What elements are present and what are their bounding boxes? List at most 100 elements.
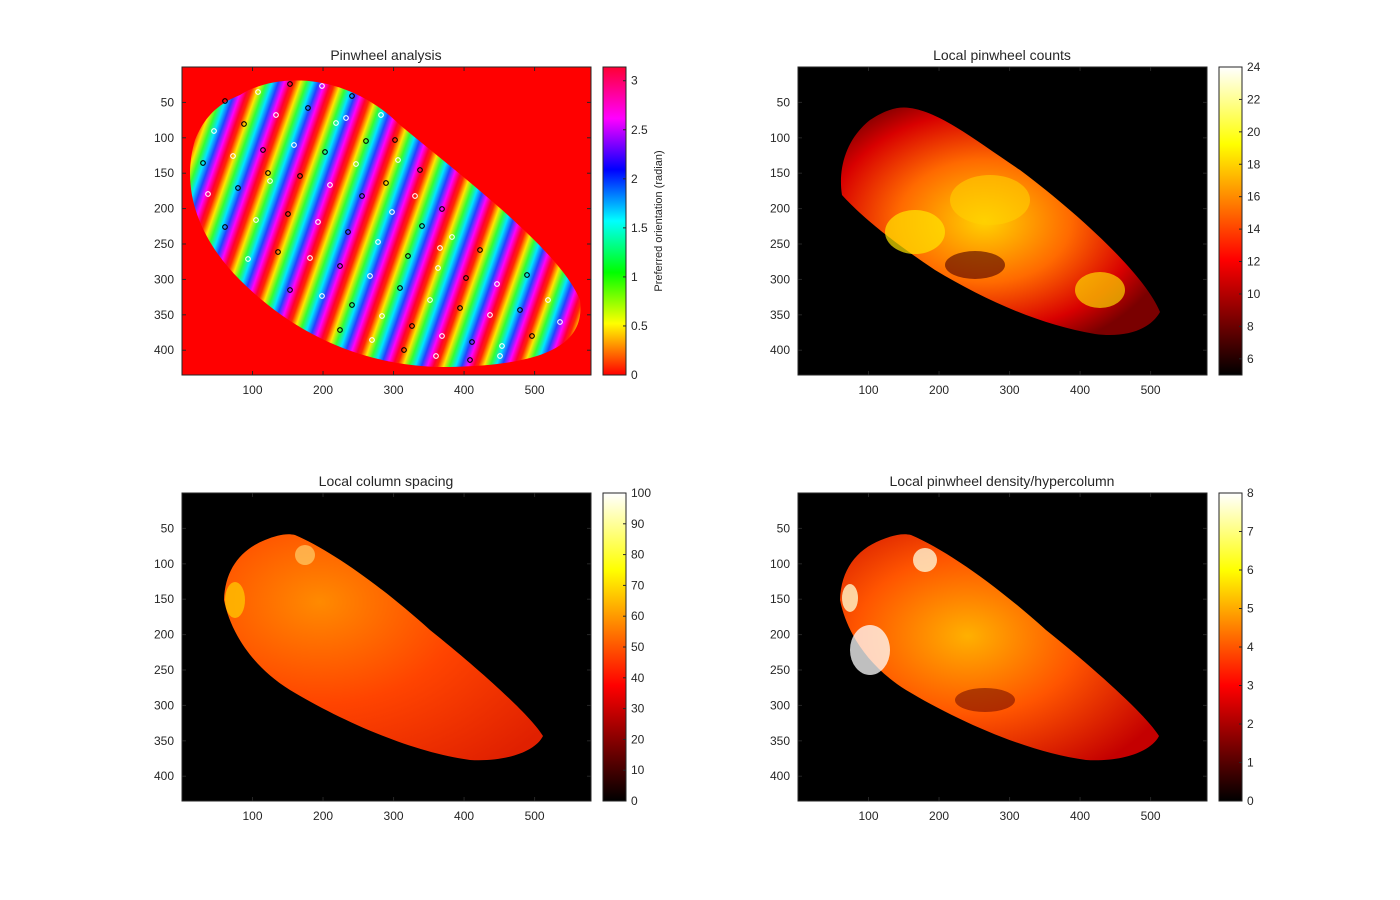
pinwheel-center-marker	[405, 253, 411, 259]
pinwheel-center-marker	[369, 337, 375, 343]
colorbar-tick-label: 0.5	[631, 319, 648, 333]
y-tick-label: 150	[154, 592, 174, 606]
colorbar-tick-label: 16	[1247, 190, 1261, 204]
colorbar-tick-label: 1	[631, 270, 638, 284]
x-tick-label: 300	[384, 383, 404, 397]
y-tick-label: 400	[770, 769, 790, 783]
colorbar-tick-label: 20	[631, 732, 645, 746]
pinwheel-center-marker	[275, 249, 281, 255]
pinwheel-center-marker	[467, 357, 473, 363]
chart-title: Pinwheel analysis	[330, 47, 441, 63]
y-tick-label: 200	[154, 202, 174, 216]
pinwheel-center-marker	[517, 307, 523, 313]
colorbar-tick-label: 8	[1247, 486, 1254, 500]
local-column-spacing-panel: Local column spacing 100 200 300 400 5005010…	[154, 473, 651, 823]
pinwheel-analysis-panel: Pinwheel analysis 100 200 300 400 500 50 100 15…	[154, 47, 665, 397]
colorbar-tick-label: 4	[1247, 640, 1254, 654]
colorbar-tick-label: 1.5	[631, 221, 648, 235]
y-tick-label: 350	[154, 308, 174, 322]
y-tick-label: 100	[154, 557, 174, 571]
pinwheel-center-marker	[285, 211, 291, 217]
y-tick-label: 400	[154, 769, 174, 783]
y-tick-label: 50	[161, 95, 175, 109]
x-tick-label: 500	[525, 809, 545, 823]
pinwheel-center-marker	[419, 223, 425, 229]
y-tick-label: 100	[154, 131, 174, 145]
y-tick-label: 150	[770, 166, 790, 180]
colorbar-tick-label: 30	[631, 702, 645, 716]
pinwheel-center-marker	[392, 137, 398, 143]
pinwheel-center-marker	[245, 256, 251, 262]
spacing-map-region	[224, 534, 543, 761]
y-tick-label: 250	[770, 237, 790, 251]
hot-spot	[1075, 272, 1125, 308]
colorbar-tick-label: 7	[1247, 525, 1254, 539]
pinwheel-center-marker	[267, 178, 273, 184]
pinwheel-center-marker	[273, 112, 279, 118]
pinwheel-center-marker	[337, 327, 343, 333]
pinwheel-center-marker	[260, 147, 266, 153]
x-tick-label: 400	[454, 383, 474, 397]
pinwheel-center-marker	[222, 224, 228, 230]
y-tick-label: 200	[770, 628, 790, 642]
y-tick-label: 150	[770, 592, 790, 606]
x-tick-label: 300	[1000, 383, 1020, 397]
pinwheel-center-marker	[401, 347, 407, 353]
colorbar-tick-label: 8	[1247, 319, 1254, 333]
pinwheel-center-marker	[435, 265, 441, 271]
colorbar-tick-label: 6	[1247, 563, 1254, 577]
pinwheel-center-marker	[499, 343, 505, 349]
pinwheel-markers	[200, 81, 563, 363]
y-tick-label: 200	[154, 628, 174, 642]
colorbar-tick-label: 24	[1247, 60, 1261, 74]
hot-spot	[885, 210, 945, 254]
colorbar-tick-label: 2	[1247, 717, 1254, 731]
hot-spot	[295, 545, 315, 565]
pinwheel-center-marker	[253, 217, 259, 223]
colorbar	[1218, 66, 1243, 376]
pinwheel-center-marker	[319, 83, 325, 89]
colorbar-tick-label: 14	[1247, 222, 1261, 236]
colorbar-tick-label: 50	[631, 640, 645, 654]
pinwheel-center-marker	[557, 319, 563, 325]
y-tick-label: 150	[154, 166, 174, 180]
y-tick-label: 400	[770, 343, 790, 357]
pinwheel-center-marker	[222, 98, 228, 104]
colorbar-tick-label: 12	[1247, 255, 1261, 269]
y-tick-label: 300	[154, 698, 174, 712]
colorbar-tick-label: 100	[631, 486, 651, 500]
pinwheel-center-marker	[337, 263, 343, 269]
colorbar	[602, 492, 627, 802]
pinwheel-center-marker	[449, 234, 455, 240]
pinwheel-center-marker	[427, 297, 433, 303]
pinwheel-center-marker	[359, 193, 365, 199]
colorbar-label: Preferred orientation (radian)	[653, 150, 665, 291]
colorbar	[602, 66, 627, 376]
pinwheel-center-marker	[349, 93, 355, 99]
colorbar-tick-label: 10	[631, 763, 645, 777]
x-tick-label: 500	[1141, 809, 1161, 823]
x-tick-label: 500	[525, 383, 545, 397]
y-tick-label: 250	[154, 663, 174, 677]
x-tick-label: 200	[313, 809, 333, 823]
y-tick-label: 350	[770, 308, 790, 322]
pinwheel-center-marker	[319, 293, 325, 299]
x-tick-label: 300	[1000, 809, 1020, 823]
y-tick-label: 200	[770, 202, 790, 216]
x-tick-label: 500	[1141, 383, 1161, 397]
pinwheel-center-marker	[333, 120, 339, 126]
pinwheel-center-marker	[375, 239, 381, 245]
pinwheel-center-marker	[353, 161, 359, 167]
pinwheel-center-marker	[437, 245, 443, 251]
pinwheel-center-marker	[345, 229, 351, 235]
colorbar-tick-label: 5	[1247, 602, 1254, 616]
colorbar-tick-label: 2	[631, 172, 638, 186]
local-pinwheel-counts-panel: Local pinwheel counts 100 200 300 400 500 50 1…	[770, 47, 1261, 397]
x-tick-label: 400	[1070, 809, 1090, 823]
density-map-region	[840, 534, 1159, 761]
colorbar-tick-label: 1	[1247, 756, 1254, 770]
pinwheel-center-marker	[305, 105, 311, 111]
colorbar-tick-label: 70	[631, 578, 645, 592]
pinwheel-center-marker	[487, 312, 493, 318]
colorbar-tick-label: 80	[631, 548, 645, 562]
